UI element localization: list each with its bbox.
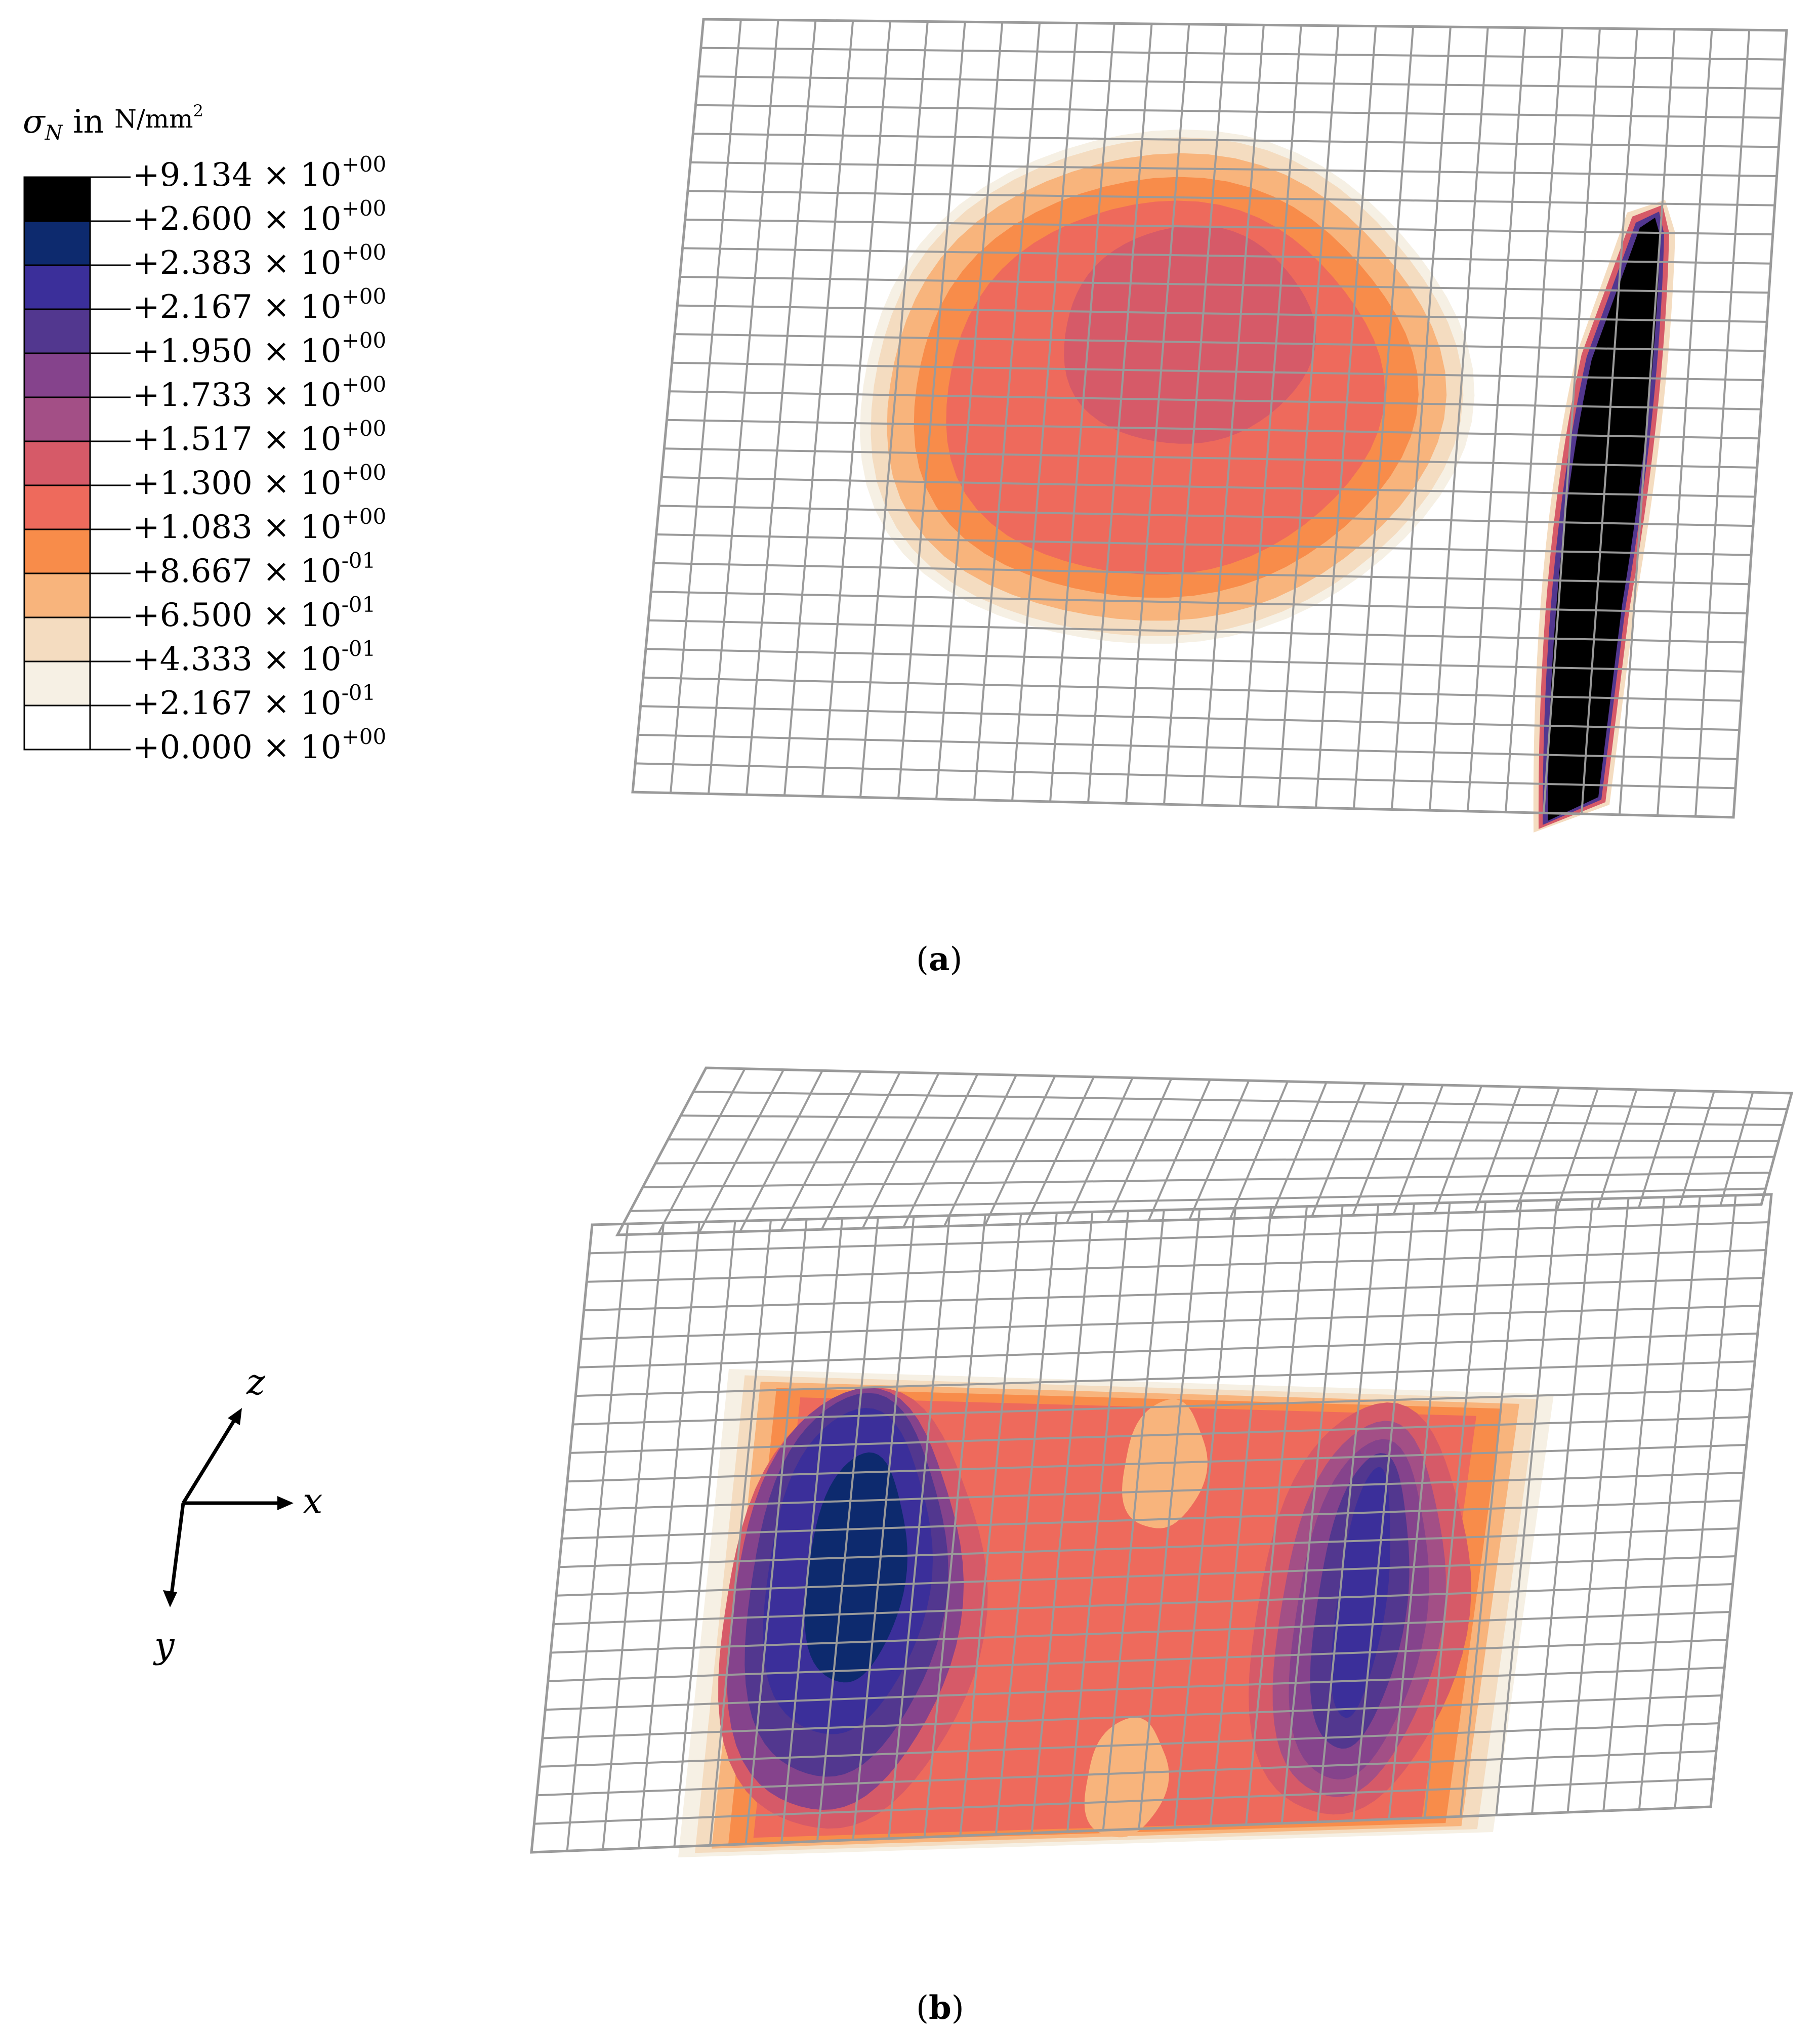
legend-swatch-4 bbox=[24, 353, 90, 397]
panel-a-caption: (a) bbox=[916, 940, 963, 978]
panel-b-outline bbox=[530, 1193, 1773, 1854]
legend-label-9: +8.667 × 10-01 bbox=[133, 548, 376, 590]
panel-b-right-zone-4 bbox=[1331, 1467, 1390, 1718]
legend-label-13: +0.000 × 10+00 bbox=[133, 724, 387, 766]
legend-title-subscript: N bbox=[45, 121, 63, 145]
legend-swatch-3 bbox=[24, 309, 90, 353]
legend-label-5: +1.733 × 10+00 bbox=[133, 372, 387, 414]
legend-swatch-0 bbox=[24, 177, 90, 221]
legend-label-6: +1.517 × 10+00 bbox=[133, 416, 387, 458]
legend-title-word: in bbox=[73, 103, 104, 141]
panel-b-caption: (b) bbox=[916, 1989, 964, 2027]
y-axis-arrow bbox=[169, 1503, 185, 1599]
legend-title-unit: N/mm2 bbox=[114, 101, 203, 134]
x-arrowhead bbox=[277, 1496, 294, 1510]
panel-a-mesh bbox=[632, 18, 1788, 818]
legend-swatch-12 bbox=[24, 706, 90, 750]
legend-swatch-11 bbox=[24, 661, 90, 706]
legend-title-symbol: σ bbox=[23, 103, 45, 141]
legend-swatch-2 bbox=[24, 265, 90, 309]
legend-label-11: +4.333 × 10-01 bbox=[133, 636, 376, 678]
axis-label-x: x bbox=[303, 1480, 323, 1522]
panel-a-crack-band bbox=[1533, 200, 1675, 833]
y-arrowhead bbox=[163, 1590, 177, 1607]
z-axis-arrow bbox=[182, 1415, 238, 1504]
panel-b-left-zone-4 bbox=[804, 1452, 907, 1683]
legend-label-10: +6.500 × 10-01 bbox=[133, 592, 376, 634]
legend-title: σN in N/mm2 bbox=[23, 101, 203, 145]
axis-label-z: z bbox=[246, 1361, 265, 1403]
legend-label-2: +2.383 × 10+00 bbox=[133, 240, 387, 282]
legend-swatch-10 bbox=[24, 617, 90, 661]
legend-label-1: +2.600 × 10+00 bbox=[133, 196, 387, 238]
legend-swatch-1 bbox=[24, 221, 90, 265]
panel-b-mesh bbox=[530, 1193, 1772, 1853]
legend-label-8: +1.083 × 10+00 bbox=[133, 504, 387, 546]
panel-b-top-outline bbox=[615, 1066, 1794, 1236]
axis-label-y: y bbox=[154, 1625, 175, 1666]
triad-arrows bbox=[163, 1408, 294, 1607]
legend-swatch-6 bbox=[24, 441, 90, 485]
panel-a-zone-6 bbox=[1064, 225, 1316, 444]
legend-label-0: +9.134 × 10+00 bbox=[133, 152, 387, 194]
legend-label-4: +1.950 × 10+00 bbox=[133, 328, 387, 370]
legend-swatch-5 bbox=[24, 397, 90, 441]
legend-label-3: +2.167 × 10+00 bbox=[133, 284, 387, 326]
legend-swatch-8 bbox=[24, 529, 90, 573]
legend-swatch-7 bbox=[24, 485, 90, 529]
panel-a-outline bbox=[631, 18, 1788, 819]
legend-swatch-9 bbox=[24, 573, 90, 617]
axes-triad bbox=[163, 1408, 294, 1607]
legend-label-12: +2.167 × 10-01 bbox=[133, 680, 376, 722]
z-arrowhead bbox=[228, 1408, 242, 1425]
legend-label-7: +1.300 × 10+00 bbox=[133, 460, 387, 502]
